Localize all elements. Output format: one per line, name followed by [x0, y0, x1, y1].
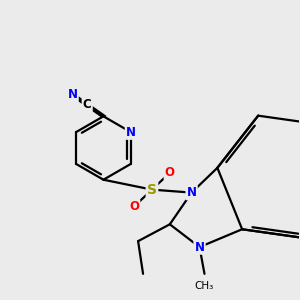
Text: N: N	[194, 241, 205, 254]
Text: CH₃: CH₃	[195, 281, 214, 291]
Text: C: C	[83, 98, 92, 111]
Text: N: N	[126, 126, 136, 139]
Text: O: O	[129, 200, 139, 213]
Text: S: S	[147, 183, 157, 196]
Text: N: N	[187, 186, 196, 199]
Text: O: O	[165, 166, 175, 179]
Text: N: N	[68, 88, 78, 101]
